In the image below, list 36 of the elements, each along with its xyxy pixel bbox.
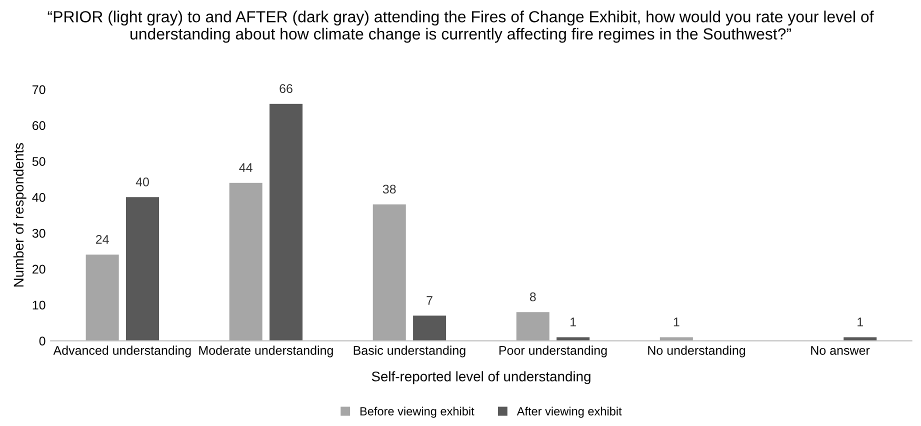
- x-tick-label: Basic understanding: [354, 346, 466, 358]
- x-axis-title: Self-reported level of understanding: [372, 371, 590, 384]
- y-tick-label: 50: [32, 157, 46, 166]
- data-label: 44: [239, 163, 252, 172]
- bar: [413, 316, 446, 341]
- y-tick-label: 30: [32, 228, 46, 238]
- y-tick-label: 20: [32, 264, 46, 274]
- legend-label: After viewing exhibit: [516, 406, 622, 418]
- bar: [516, 312, 550, 341]
- y-tick-label: 10: [32, 300, 46, 310]
- data-label: 1: [674, 318, 680, 326]
- bar: [372, 204, 406, 341]
- data-label: 38: [382, 184, 396, 194]
- y-tick-label: 0: [39, 336, 46, 346]
- data-label: 1: [858, 318, 863, 326]
- legend-label: Before viewing exhibit: [360, 406, 474, 418]
- x-tick-label: Poor understanding: [499, 346, 607, 358]
- y-tick-label: 40: [32, 192, 46, 202]
- bar: [86, 254, 119, 341]
- x-tick-label: No understanding: [648, 346, 746, 358]
- bar: [126, 197, 160, 341]
- bar: [229, 182, 262, 341]
- x-tick-label: No answer: [811, 346, 870, 355]
- y-axis-title: Number of respondents: [13, 143, 26, 287]
- data-label: 1: [570, 318, 576, 326]
- data-label: 8: [530, 292, 536, 302]
- y-tick-label: 70: [32, 85, 46, 94]
- chart-title: “PRIOR (light gray) to and AFTER (dark gray) attending the Fires of Change Exhibit, how would you rate your level of understanding about how climate change is currently affecting fire regimes in the Southwest?”: [48, 10, 874, 43]
- bar: [270, 104, 303, 341]
- data-label: 24: [96, 234, 109, 244]
- y-tick-label: 60: [32, 121, 46, 130]
- x-tick-label: Advanced understanding: [53, 346, 191, 358]
- data-label: 40: [136, 178, 149, 186]
- data-label: 66: [280, 84, 292, 94]
- x-tick-label: Moderate understanding: [199, 346, 333, 358]
- data-label: 7: [426, 296, 432, 305]
